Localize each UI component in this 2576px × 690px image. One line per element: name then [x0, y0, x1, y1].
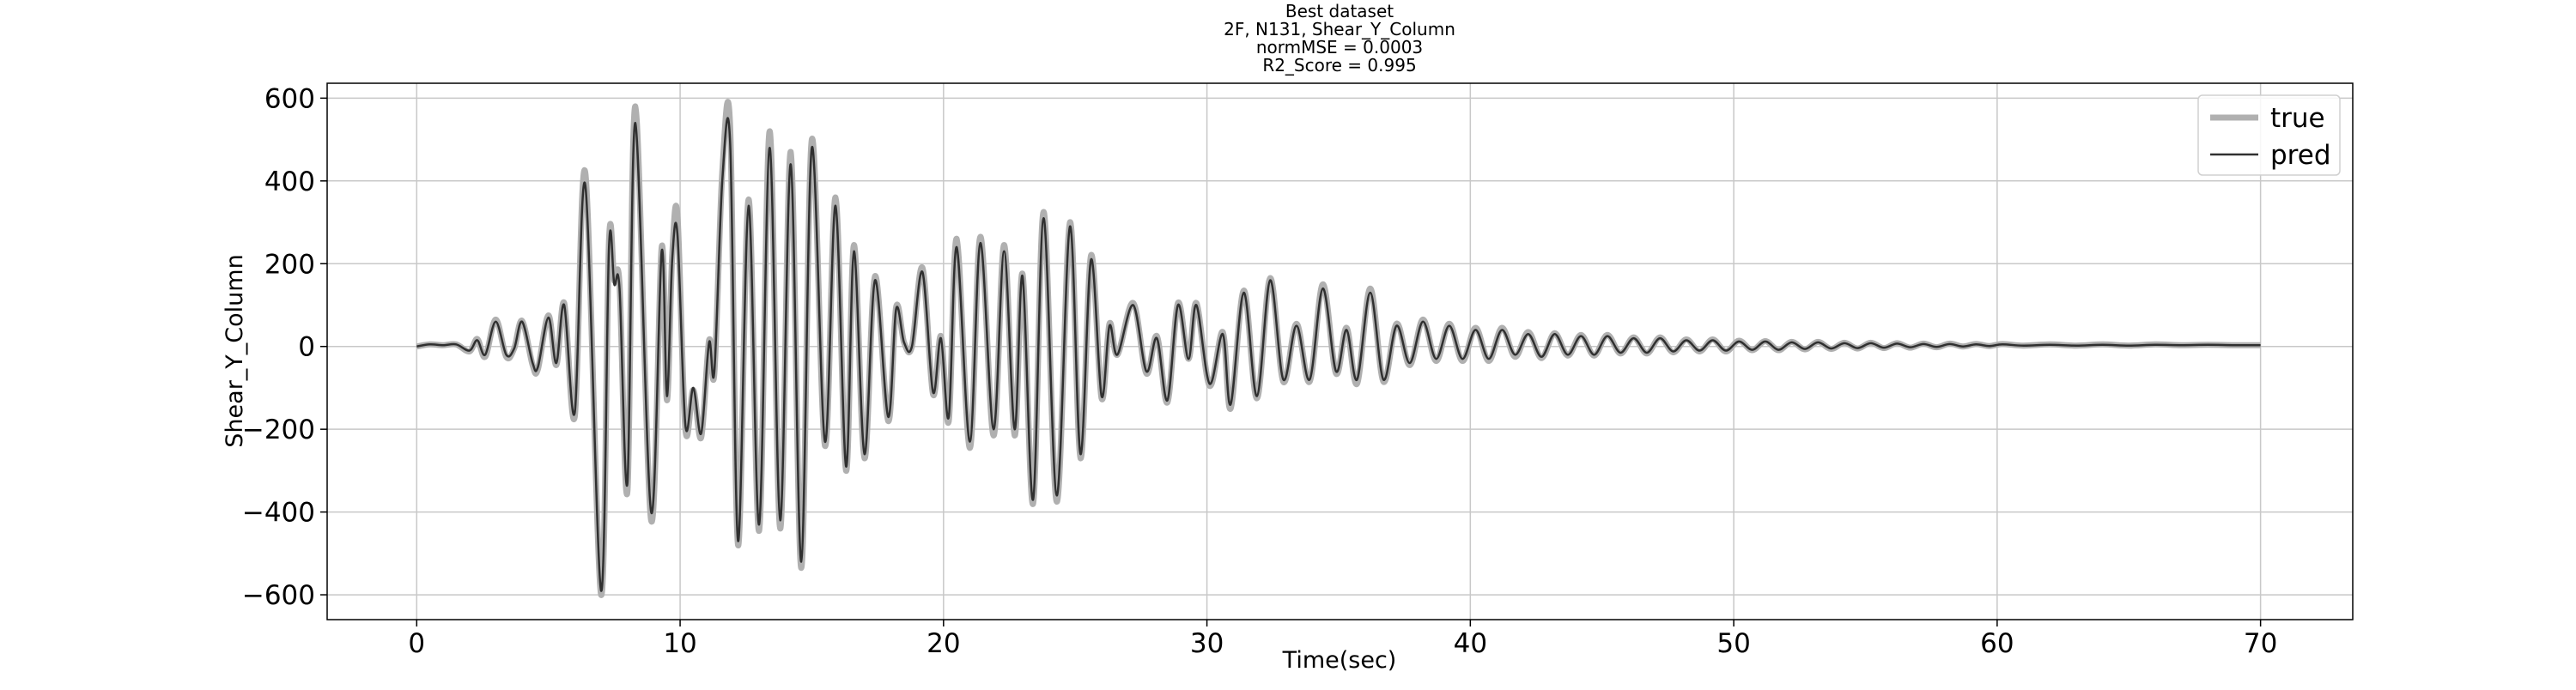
x-tick-label: 50: [1716, 628, 1750, 659]
y-tick-label: 200: [264, 249, 315, 280]
y-tick-label: 0: [298, 332, 315, 363]
x-tick-label: 20: [927, 628, 960, 659]
series-line: [416, 117, 2261, 592]
x-tick-label: 70: [2244, 628, 2277, 659]
chart-title-line: R2_Score = 0.995: [1262, 55, 1416, 76]
y-tick-label: 600: [264, 83, 315, 114]
chart-title-line: Best dataset: [1285, 1, 1394, 21]
legend: true pred: [2197, 94, 2341, 176]
x-tick-label: 10: [663, 628, 696, 659]
chart-title-line: normMSE = 0.0003: [1256, 37, 1423, 58]
legend-label: true: [2270, 103, 2325, 134]
ticks: 0 10 20 30 40 50 60 70 −600 −400 −200 0 200 400 600: [242, 83, 2278, 659]
y-tick-label: 400: [264, 166, 315, 197]
plot-lines: [416, 99, 2261, 598]
y-tick-label: −400: [242, 498, 315, 529]
y-tick-label: −600: [242, 580, 315, 611]
x-axis-label: Time(sec): [1282, 647, 1397, 674]
x-tick-label: 30: [1190, 628, 1224, 659]
legend-label: pred: [2270, 140, 2331, 171]
x-tick-label: 40: [1454, 628, 1487, 659]
x-tick-label: 60: [1980, 628, 2014, 659]
x-tick-label: 0: [408, 628, 425, 659]
series-line: [416, 99, 2261, 598]
y-axis-label: Shear_Y_Column: [222, 254, 248, 447]
plot-frame: [326, 82, 2354, 620]
y-tick-label: −200: [242, 415, 315, 445]
chart-title-line: 2F, N131, Shear_Y_Column: [1224, 19, 1455, 39]
